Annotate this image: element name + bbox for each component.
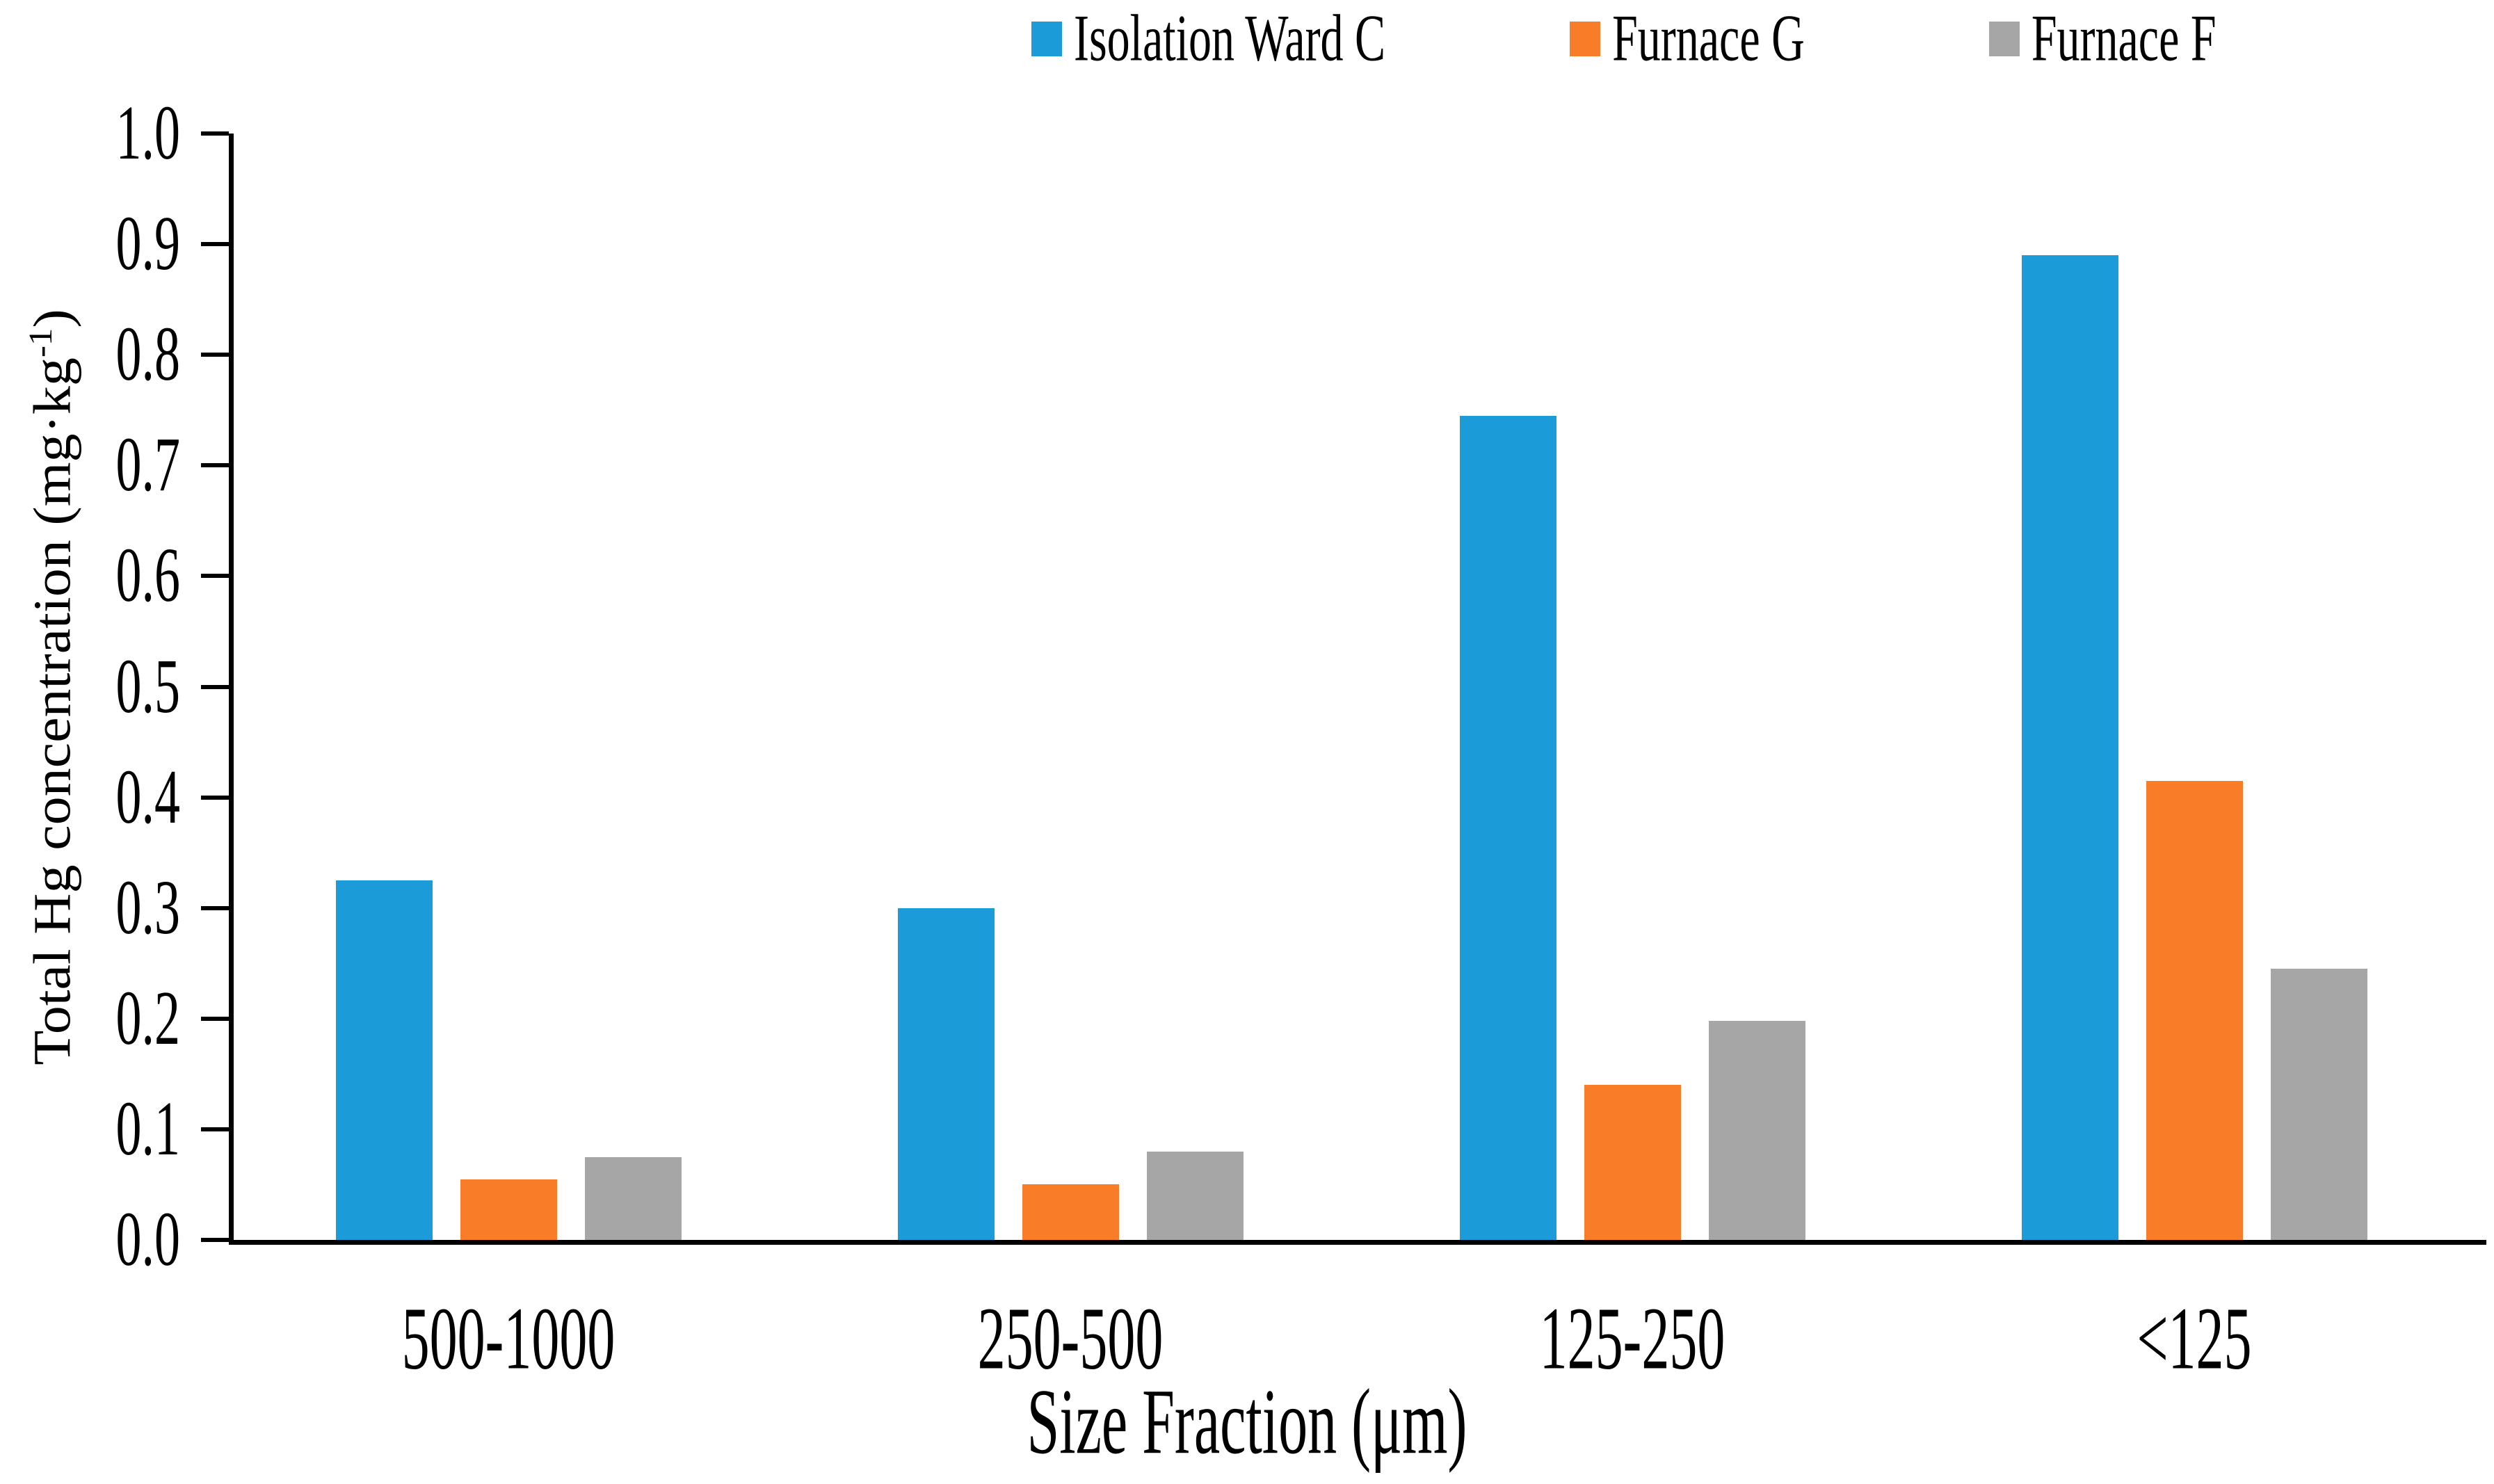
- y-tick-mark: [201, 463, 229, 468]
- y-tick-label: 0.3: [115, 865, 181, 951]
- y-tick-label: 1.0: [115, 90, 181, 177]
- y-tick-label: 0.8: [115, 312, 181, 398]
- legend-item-isolation-ward-c: Isolation Ward C: [1031, 1, 1385, 75]
- y-tick-label: 0.1: [115, 1086, 181, 1172]
- y-tick-label: 0.5: [115, 644, 181, 729]
- y-tick-label: 0.9: [115, 201, 181, 287]
- bar-furnace-g-125-250: [1584, 1085, 1681, 1240]
- legend-item-furnace-g: Furnace G: [1570, 1, 1805, 75]
- bar-furnace-g-500-1000: [460, 1179, 557, 1240]
- legend-label: Furnace G: [1612, 1, 1805, 76]
- y-tick-label: 0.4: [115, 755, 181, 841]
- bar-isolation-ward-c-<125: [2022, 255, 2118, 1240]
- y-tick-label: 0.7: [115, 422, 181, 508]
- bar-furnace-f-250-500: [1147, 1151, 1244, 1240]
- y-tick-mark: [201, 242, 229, 247]
- y-tick-mark: [201, 131, 229, 136]
- y-tick-label: 0.0: [115, 1197, 181, 1283]
- y-tick-label: 0.6: [115, 533, 181, 619]
- bar-furnace-f-125-250: [1709, 1020, 1805, 1240]
- plot-area: [234, 134, 2486, 1240]
- y-tick-mark: [201, 795, 229, 800]
- x-axis-line: [229, 1240, 2486, 1245]
- y-tick-mark: [201, 684, 229, 689]
- bar-isolation-ward-c-500-1000: [336, 880, 433, 1240]
- bar-furnace-g-250-500: [1022, 1184, 1119, 1240]
- bar-isolation-ward-c-250-500: [898, 908, 995, 1240]
- x-category-label: 500-1000: [401, 1290, 616, 1389]
- y-tick-mark: [201, 574, 229, 579]
- x-category-label: <125: [2137, 1290, 2252, 1389]
- legend-swatch-icon: [1031, 22, 1062, 56]
- legend-label: Furnace F: [2031, 1, 2217, 76]
- bar-furnace-f-500-1000: [585, 1156, 682, 1240]
- legend-swatch-icon: [1570, 22, 1601, 56]
- legend-swatch-icon: [1988, 22, 2020, 56]
- bar-furnace-g-<125: [2146, 780, 2243, 1240]
- bar-isolation-ward-c-125-250: [1460, 415, 1556, 1240]
- x-category-label: 250-500: [977, 1290, 1164, 1389]
- x-category-label: 125-250: [1539, 1290, 1725, 1389]
- y-tick-mark: [201, 1238, 229, 1242]
- y-tick-mark: [201, 905, 229, 910]
- legend-label: Isolation Ward C: [1074, 1, 1386, 76]
- y-tick-mark: [201, 353, 229, 357]
- x-axis-title: Size Fraction (μm): [1027, 1370, 1467, 1474]
- legend-item-furnace-f: Furnace F: [1988, 1, 2217, 75]
- bar-furnace-f-<125: [2271, 969, 2367, 1240]
- y-tick-mark: [201, 1127, 229, 1131]
- y-tick-mark: [201, 1016, 229, 1021]
- chart-legend: Isolation Ward C Furnace G Furnace F: [1031, 0, 2217, 78]
- y-tick-label: 0.2: [115, 976, 181, 1062]
- y-axis-line: [229, 134, 234, 1245]
